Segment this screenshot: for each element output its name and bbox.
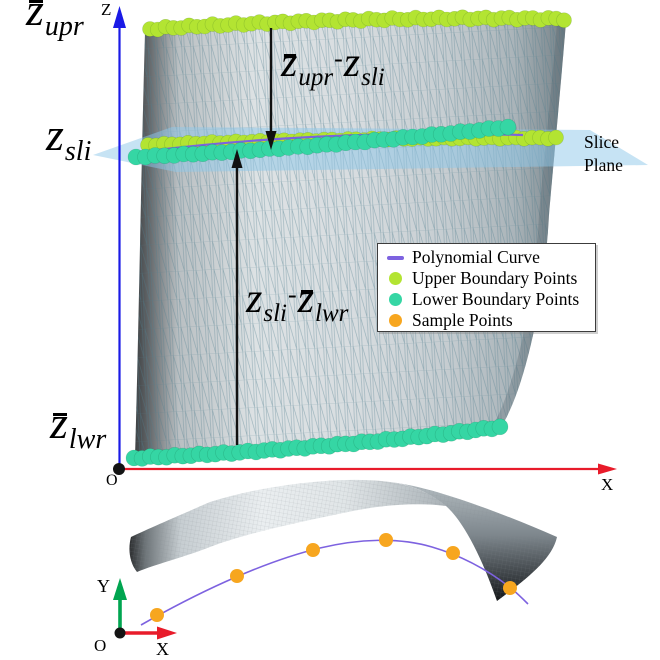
origin-label-top: O [106,472,118,489]
x-axis-arrowhead-top [598,463,617,475]
polynomial-curve-marker [386,255,404,260]
lower-boundary-marker [388,293,402,306]
main-surface-mesh [135,21,566,458]
sample-point [150,608,164,622]
legend-marker-box [378,255,412,260]
z-sli-base: z [46,109,64,160]
legend-marker-box [378,293,412,306]
top-axes [113,6,617,475]
origin-label-bottom: O [94,636,107,655]
sample-point [306,543,320,557]
z-axis-label: Z [101,0,112,19]
legend-label: Upper Boundary Points [412,268,578,288]
y-axis-label: Y [97,576,110,596]
z-lwr-base: z [50,397,68,448]
z-sli-label: zsli [46,109,91,166]
boundary-point [491,418,509,436]
boundary-point [548,129,564,146]
legend: Polynomial Curve Upper Boundary Points L… [377,243,596,332]
x-axis-label-bottom: X [156,639,169,659]
bottom-view-surface [129,479,557,601]
z-upr-base: z [26,0,44,33]
gap-lower-b: z [297,276,315,322]
gap-upper-minus: - [334,43,343,73]
measurement-arrows [231,28,277,445]
legend-item-lower-boundary: Lower Boundary Points [378,289,595,310]
upper-boundary-marker [388,272,402,285]
gap-lower-a-sub: sli [263,299,287,327]
main-surface-right-shade [491,22,566,430]
upper-boundary-points-top [142,9,572,38]
lower-boundary-points-bottom [125,418,509,467]
y-axis-arrowhead [113,578,127,600]
gap-upper-label: zupr-zsli [281,40,385,90]
z-upr-sub: upr [44,10,84,42]
x-axis-arrowhead-bottom [157,626,177,640]
bottom-axes [113,578,177,640]
gap-upper-arrowhead [265,131,277,150]
sample-point [230,569,244,583]
z-upr-label: zupr [26,0,84,40]
boundary-point [499,118,517,136]
x-axis-label-top: X [601,475,614,494]
sample-points-marker [388,314,402,327]
legend-marker-box [378,272,412,285]
gap-upper-a: z [281,40,298,86]
z-lwr-sub: lwr [68,423,107,455]
gap-lower-b-sub: lwr [315,299,349,327]
sample-point [379,533,393,547]
origin-dot-bottom [114,627,126,639]
gap-lower-arrowhead [231,149,243,168]
legend-item-upper-boundary: Upper Boundary Points [378,268,595,289]
boundary-point [556,12,572,29]
legend-label: Lower Boundary Points [412,289,580,309]
legend-item-sample-points: Sample Points [378,310,595,331]
legend-label: Sample Points [412,310,513,330]
polynomial-curve-bottom [140,539,529,626]
slice-plane-label: Slice Plane [584,132,623,176]
legend-marker-box [378,314,412,327]
gap-lower-label: zsli-zlwr [246,276,348,326]
origin-dot-top [113,463,125,475]
gap-upper-b-sub: sli [361,63,385,91]
ribbon-front-mesh [129,479,446,572]
gap-lower-minus: - [287,279,297,309]
sample-points [150,533,517,622]
sample-point [503,581,517,595]
gap-upper-a-sub: upr [298,63,334,91]
z-sli-sub: sli [64,135,92,167]
gap-upper-b: z [343,40,361,86]
legend-item-polynomial-curve: Polynomial Curve [378,247,595,268]
z-lwr-label: zlwr [50,397,106,454]
z-axis-arrowhead [113,6,126,28]
gap-lower-a: z [246,276,263,322]
sample-point [446,546,460,560]
legend-label: Polynomial Curve [412,247,540,267]
ribbon-back-lobe-mesh [387,482,557,601]
